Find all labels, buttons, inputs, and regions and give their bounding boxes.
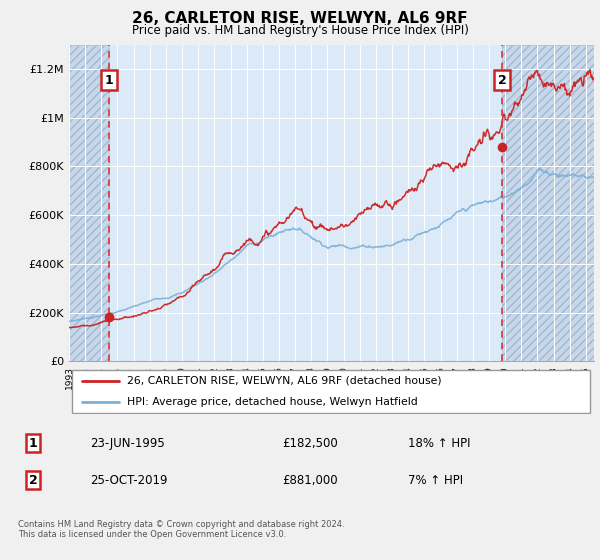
Text: 26, CARLETON RISE, WELWYN, AL6 9RF: 26, CARLETON RISE, WELWYN, AL6 9RF [132,11,468,26]
Bar [502,45,594,361]
Text: 18% ↑ HPI: 18% ↑ HPI [408,437,470,450]
Text: £182,500: £182,500 [282,437,338,450]
Bar [69,45,109,361]
Bar [502,45,594,361]
Text: 26, CARLETON RISE, WELWYN, AL6 9RF (detached house): 26, CARLETON RISE, WELWYN, AL6 9RF (deta… [127,376,442,386]
Text: Contains HM Land Registry data © Crown copyright and database right 2024.
This d: Contains HM Land Registry data © Crown c… [18,520,344,539]
FancyBboxPatch shape [71,370,590,413]
Bar [109,45,502,361]
Text: 2: 2 [29,474,37,487]
Text: 1: 1 [104,73,113,87]
Text: 7% ↑ HPI: 7% ↑ HPI [408,474,463,487]
Text: £881,000: £881,000 [282,474,338,487]
Text: 25-OCT-2019: 25-OCT-2019 [90,474,167,487]
Bar [69,45,109,361]
Text: 1: 1 [29,437,37,450]
Text: 2: 2 [498,73,506,87]
Text: HPI: Average price, detached house, Welwyn Hatfield: HPI: Average price, detached house, Welw… [127,397,418,407]
Text: 23-JUN-1995: 23-JUN-1995 [90,437,165,450]
Text: Price paid vs. HM Land Registry's House Price Index (HPI): Price paid vs. HM Land Registry's House … [131,24,469,36]
